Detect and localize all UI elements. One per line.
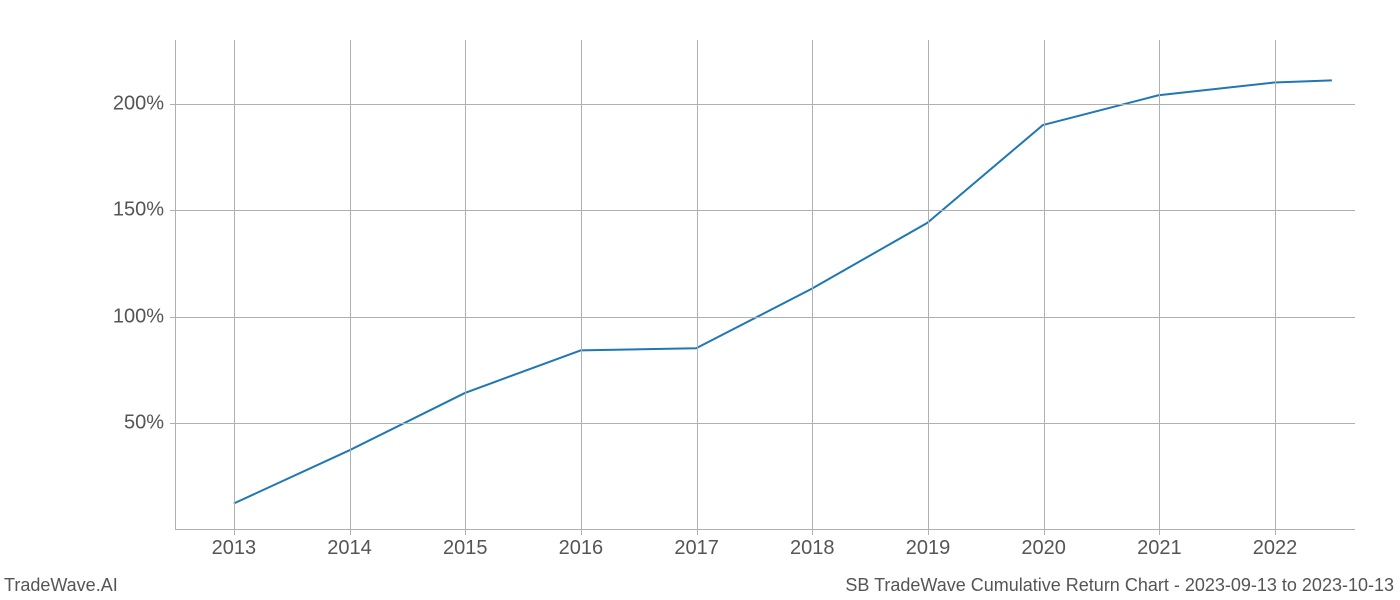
grid-line-vertical (234, 40, 235, 529)
x-tick-label: 2020 (1021, 529, 1066, 560)
x-tick-label: 2018 (790, 529, 835, 560)
grid-line-vertical (1159, 40, 1160, 529)
x-tick-label: 2022 (1253, 529, 1298, 560)
x-tick-label: 2016 (559, 529, 604, 560)
y-tick-label: 100% (113, 305, 176, 328)
y-tick-label: 200% (113, 92, 176, 115)
x-tick-label: 2021 (1137, 529, 1182, 560)
plot-area: 2013201420152016201720182019202020212022… (175, 40, 1355, 530)
grid-line-horizontal (176, 317, 1355, 318)
grid-line-vertical (928, 40, 929, 529)
x-tick-label: 2019 (906, 529, 951, 560)
grid-line-vertical (1275, 40, 1276, 529)
x-tick-label: 2013 (212, 529, 257, 560)
footer-brand-text: TradeWave.AI (4, 575, 118, 596)
chart-container: 2013201420152016201720182019202020212022… (175, 40, 1355, 530)
grid-line-horizontal (176, 104, 1355, 105)
x-tick-label: 2014 (327, 529, 372, 560)
y-tick-label: 150% (113, 199, 176, 222)
grid-line-vertical (812, 40, 813, 529)
y-tick-label: 50% (124, 412, 176, 435)
line-chart-svg (176, 40, 1355, 529)
grid-line-vertical (581, 40, 582, 529)
grid-line-vertical (350, 40, 351, 529)
footer-caption-text: SB TradeWave Cumulative Return Chart - 2… (845, 575, 1394, 596)
grid-line-vertical (465, 40, 466, 529)
x-tick-label: 2017 (674, 529, 719, 560)
x-tick-label: 2015 (443, 529, 488, 560)
grid-line-vertical (697, 40, 698, 529)
return-line-series (234, 80, 1332, 503)
grid-line-vertical (1044, 40, 1045, 529)
grid-line-horizontal (176, 210, 1355, 211)
grid-line-horizontal (176, 423, 1355, 424)
